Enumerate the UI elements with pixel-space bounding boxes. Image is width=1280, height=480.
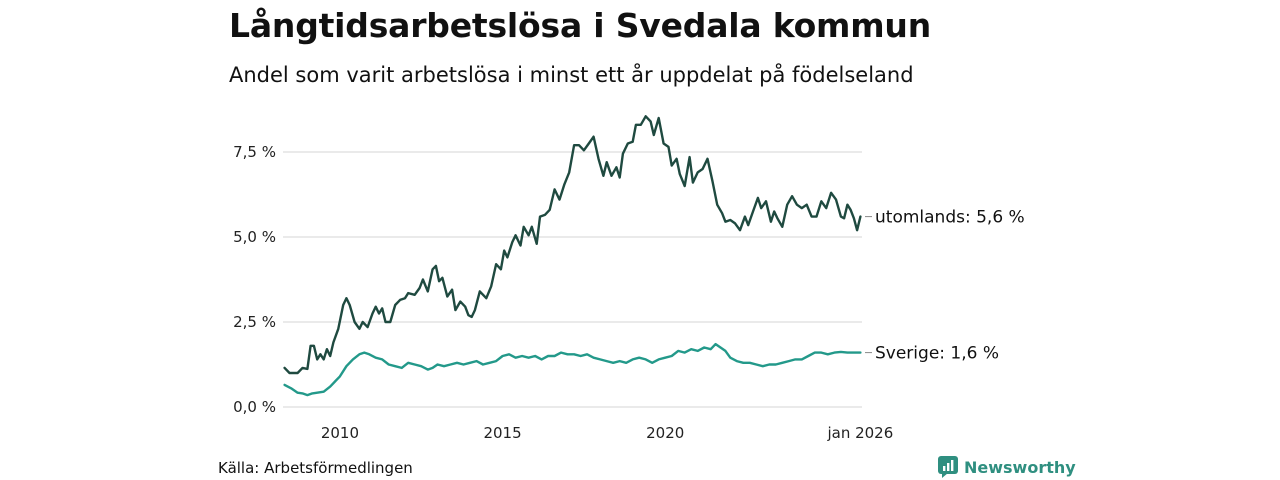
x-tick-label: 2010 [321,424,359,442]
series-end-label-utomlands: utomlands: 5,6 % [875,208,1025,228]
y-tick-label: 5,0 % [233,228,276,246]
series-line-sverige [283,342,862,397]
chart-title: Långtidsarbetslösa i Svedala kommun [229,6,932,45]
y-tick-label: 0,0 % [233,398,276,416]
x-tick-label: jan 2026 [826,424,893,442]
chart-subtitle: Andel som varit arbetslösa i minst ett å… [229,63,914,87]
y-tick-label: 7,5 % [233,143,276,161]
x-tick-label: 2020 [646,424,684,442]
newsworthy-logo-icon [938,456,958,478]
brand-name: Newsworthy [964,457,1076,477]
series-line-utomlands [283,115,862,375]
series-end-label-sverige: Sverige: 1,6 % [875,344,999,364]
brand-logo: Newsworthy [938,456,1076,478]
source-note: Källa: Arbetsförmedlingen [218,459,413,477]
y-tick-label: 2,5 % [233,313,276,331]
x-tick-label: 2015 [483,424,521,442]
